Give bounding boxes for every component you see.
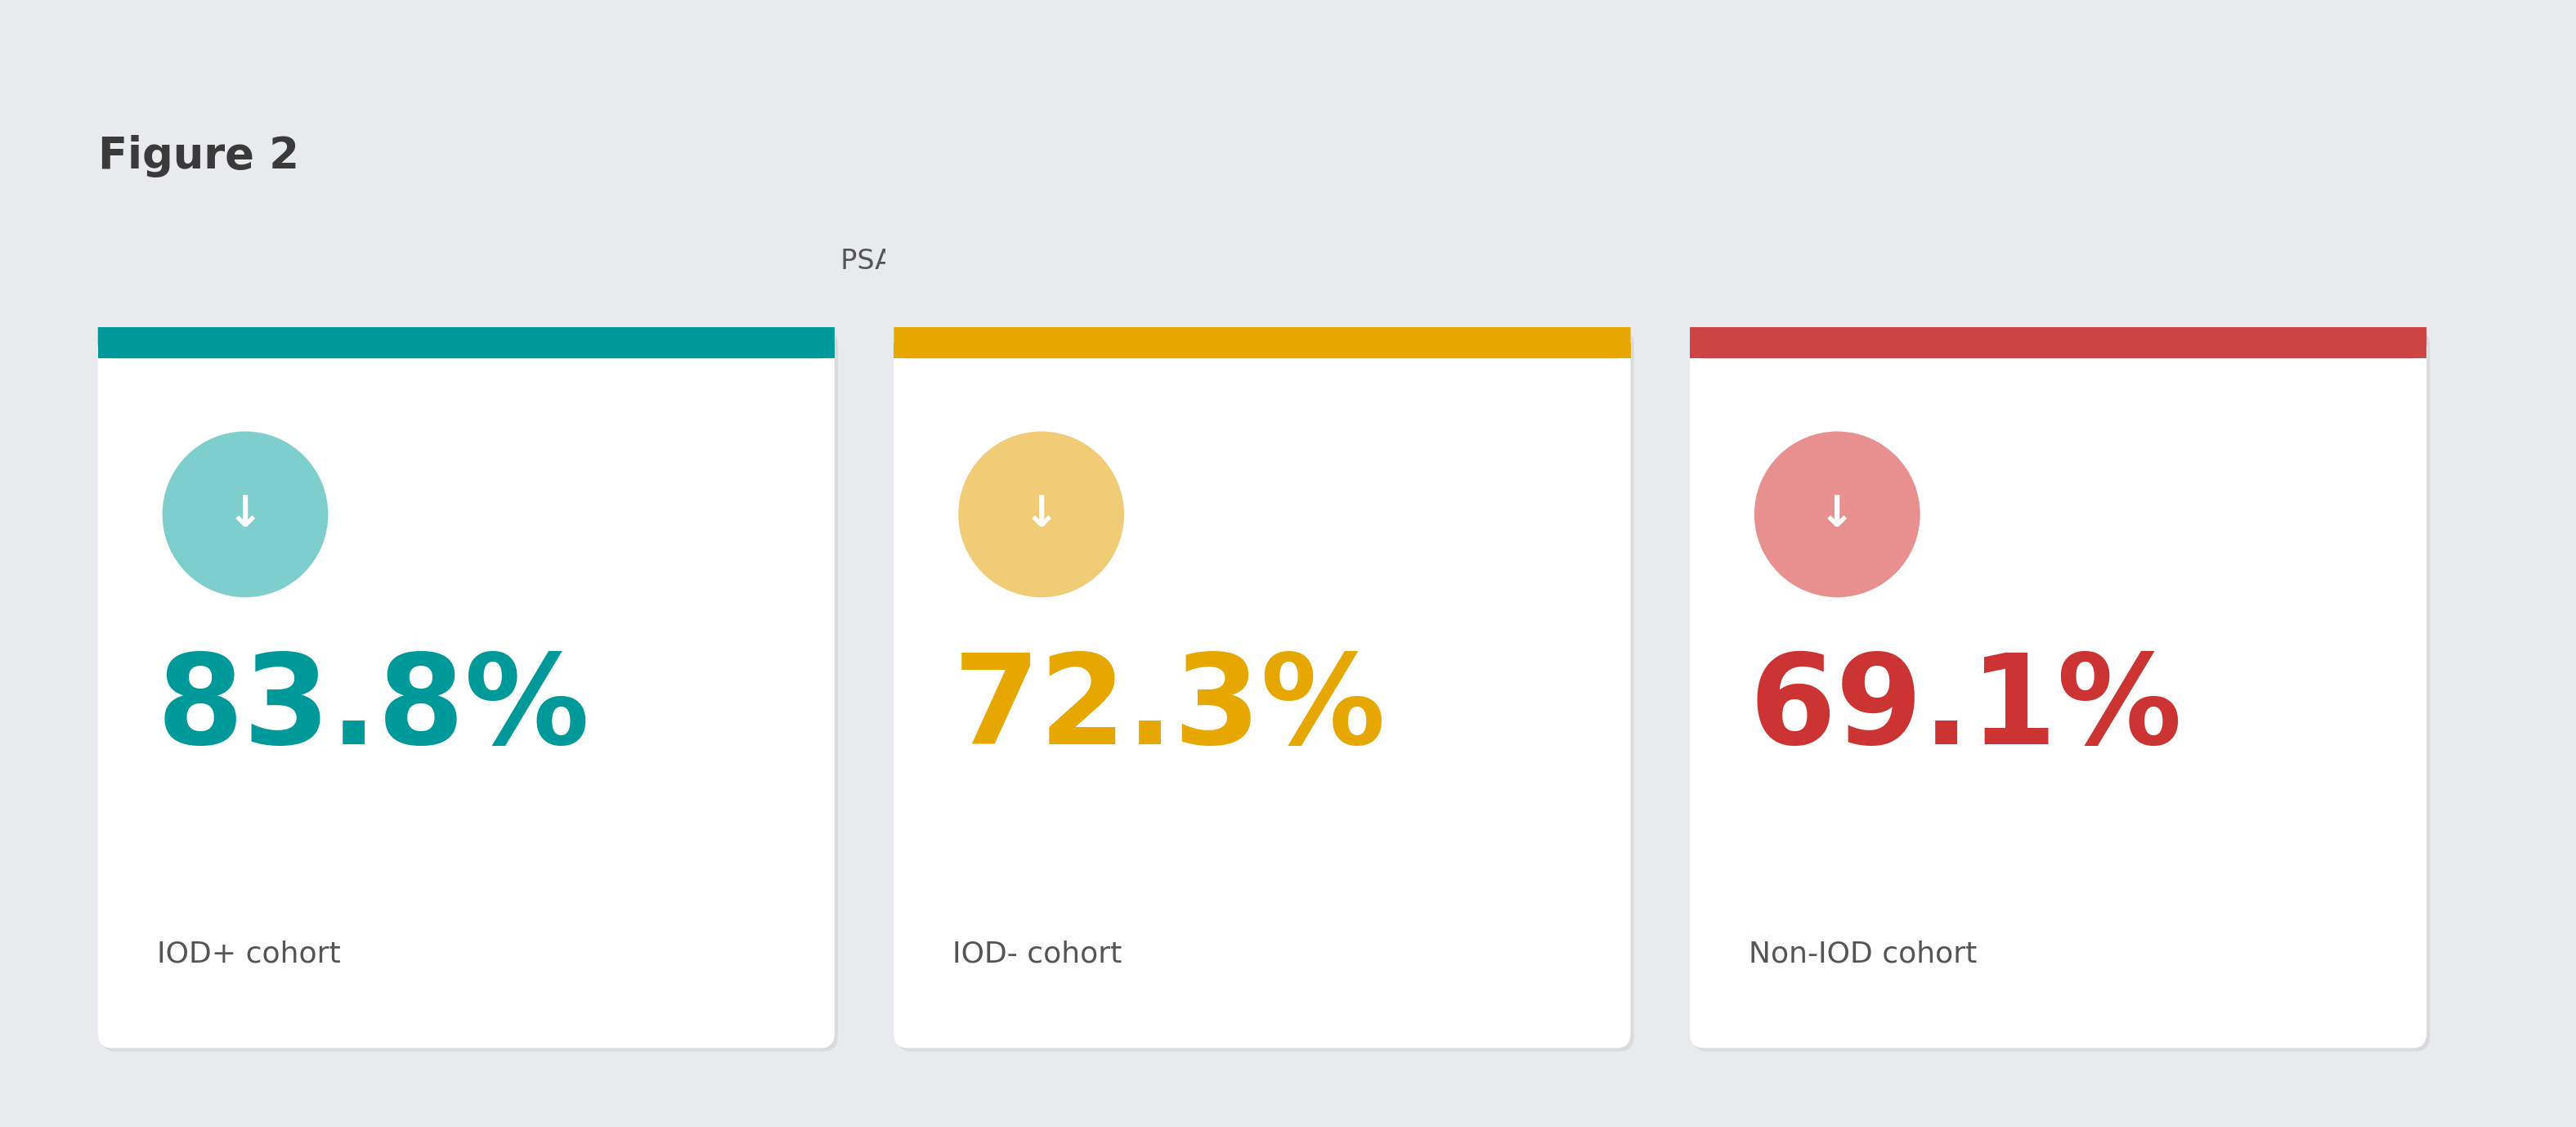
Text: IOD+ cohort: IOD+ cohort [157,940,340,968]
FancyBboxPatch shape [1690,302,2427,358]
FancyBboxPatch shape [896,330,1633,1051]
Text: Non-IOD cohort: Non-IOD cohort [1749,940,1978,968]
Text: 69.1%: 69.1% [1749,648,2182,770]
FancyBboxPatch shape [1692,330,2429,1051]
Text: Proportion of patients who achieved 50% reduction in PSA levels across all cohor: Proportion of patients who achieved 50% … [98,248,1455,275]
Bar [1690,343,2427,358]
Bar [886,245,1638,327]
Text: ↓: ↓ [227,494,263,535]
Bar [90,245,842,327]
Text: ↓: ↓ [1023,494,1059,535]
Text: IOD- cohort: IOD- cohort [953,940,1123,968]
Text: Figure 2: Figure 2 [98,135,299,178]
Text: ↓: ↓ [1819,494,1855,535]
Text: 83.8%: 83.8% [157,648,590,770]
Ellipse shape [162,432,327,597]
Ellipse shape [958,432,1123,597]
Text: 72.3%: 72.3% [953,648,1386,770]
FancyBboxPatch shape [100,330,837,1051]
Bar [1682,245,2434,327]
FancyBboxPatch shape [894,327,1631,1048]
FancyBboxPatch shape [98,302,835,358]
Ellipse shape [1754,432,1919,597]
Bar [98,343,835,358]
FancyBboxPatch shape [1690,327,2427,1048]
Bar [894,343,1631,358]
FancyBboxPatch shape [894,302,1631,358]
FancyBboxPatch shape [98,327,835,1048]
